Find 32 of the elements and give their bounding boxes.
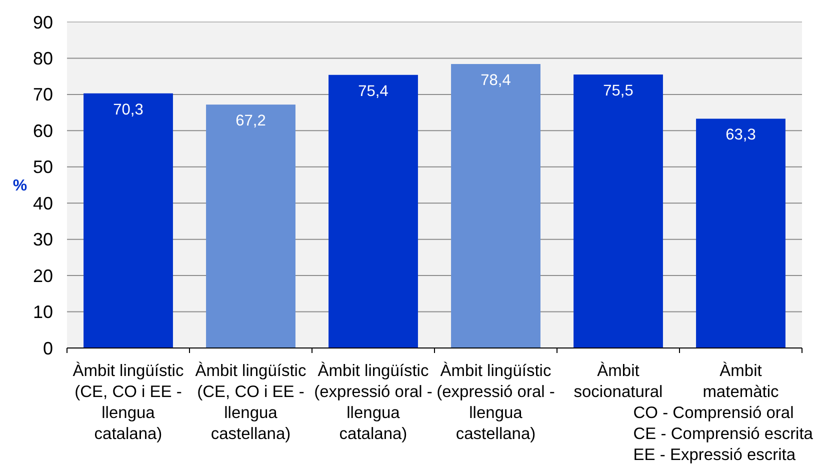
y-tick-label: 80 <box>32 48 53 69</box>
bar <box>451 64 540 348</box>
x-tick-label: Àmbit lingüístic (expressió oral - llengua castellana) <box>436 361 555 443</box>
y-tick-label: 0 <box>42 338 53 358</box>
y-tick-label: 70 <box>32 84 53 105</box>
y-tick-label: 90 <box>32 12 53 32</box>
data-label: 67,2 <box>236 112 266 130</box>
text: CO - Comprensió oral <box>633 404 794 422</box>
x-tick-label: Àmbit matemàtic <box>702 361 779 401</box>
data-label: 63,3 <box>726 126 756 144</box>
y-tick-label: 50 <box>32 157 53 178</box>
text: EE - Expressió escrita <box>633 446 796 464</box>
y-tick-label: 40 <box>32 193 53 214</box>
text: CE - Comprensió escrita <box>633 425 814 443</box>
y-tick-label: 60 <box>32 120 53 141</box>
x-tick-label: Àmbit lingüístic (expressió oral - llengua catalana) <box>314 361 432 443</box>
x-tick-label: Àmbit lingüístic (CE, CO i EE - llengua castellana) <box>195 361 306 443</box>
y-tick-label: 10 <box>32 302 53 322</box>
bar <box>574 74 663 348</box>
data-label: 75,5 <box>603 82 634 100</box>
x-tick-label: Àmbit lingüístic (CE, CO i EE - llengua catalana) <box>72 361 184 443</box>
y-tick-label: 30 <box>32 230 53 250</box>
bar <box>84 93 173 348</box>
x-tick-label: Àmbit socionatural <box>574 361 663 401</box>
bar <box>328 74 418 348</box>
data-label: 75,4 <box>358 82 389 100</box>
data-label: 70,3 <box>113 101 144 118</box>
y-tick-label: 20 <box>32 266 53 286</box>
bar <box>696 118 786 348</box>
y-axis-title: % <box>12 178 28 195</box>
bar <box>206 104 296 348</box>
data-label: 78,4 <box>480 72 512 90</box>
